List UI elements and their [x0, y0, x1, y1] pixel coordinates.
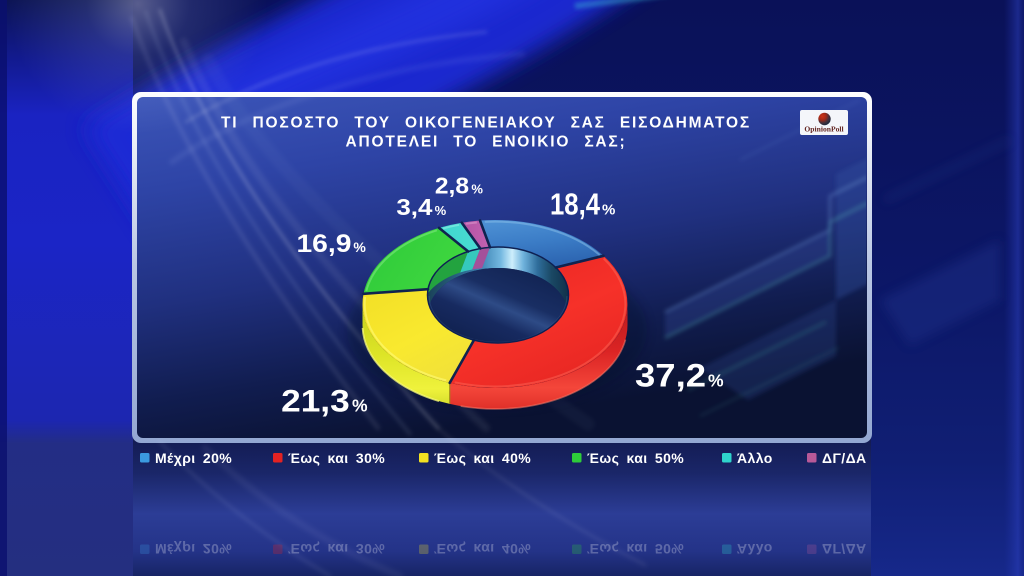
svg-text:18,4: 18,4 — [550, 187, 600, 221]
svg-text:ΑΠΟΤΕΛΕΙ ΤΟ ΕΝΟΙΚΙΟ ΣΑΣ;: ΑΠΟΤΕΛΕΙ ΤΟ ΕΝΟΙΚΙΟ ΣΑΣ; — [345, 134, 626, 151]
svg-text:%: % — [435, 203, 447, 218]
svg-text:Μέχρι 20%: Μέχρι 20% — [155, 450, 232, 466]
svg-text:16,9: 16,9 — [297, 231, 352, 258]
svg-text:ΤΙ ΠΟΣΟΣΤΟ ΤΟΥ ΟΙΚΟΓΕΝΕΙΑΚΟΥ Σ: ΤΙ ΠΟΣΟΣΤΟ ΤΟΥ ΟΙΚΟΓΕΝΕΙΑΚΟΥ ΣΑΣ ΕΙΣΟΔΗΜ… — [221, 115, 751, 132]
svg-text:Έως και 40%: Έως και 40% — [434, 450, 531, 466]
svg-text:%: % — [708, 371, 724, 391]
svg-text:Έως και 50%: Έως και 50% — [587, 450, 684, 466]
svg-text:OpinionPoll: OpinionPoll — [804, 125, 843, 134]
svg-text:%: % — [352, 396, 368, 416]
svg-text:%: % — [353, 239, 366, 255]
svg-text:%: % — [602, 201, 615, 218]
svg-text:Έως και 30%: Έως και 30% — [288, 450, 385, 466]
svg-text:21,3: 21,3 — [281, 383, 350, 419]
svg-text:37,2: 37,2 — [635, 358, 706, 394]
svg-text:ΔΓ/ΔΑ: ΔΓ/ΔΑ — [822, 450, 867, 466]
svg-text:%: % — [471, 181, 483, 196]
svg-text:2,8: 2,8 — [435, 172, 469, 198]
svg-text:3,4: 3,4 — [396, 194, 432, 220]
svg-text:Άλλο: Άλλο — [737, 450, 773, 466]
